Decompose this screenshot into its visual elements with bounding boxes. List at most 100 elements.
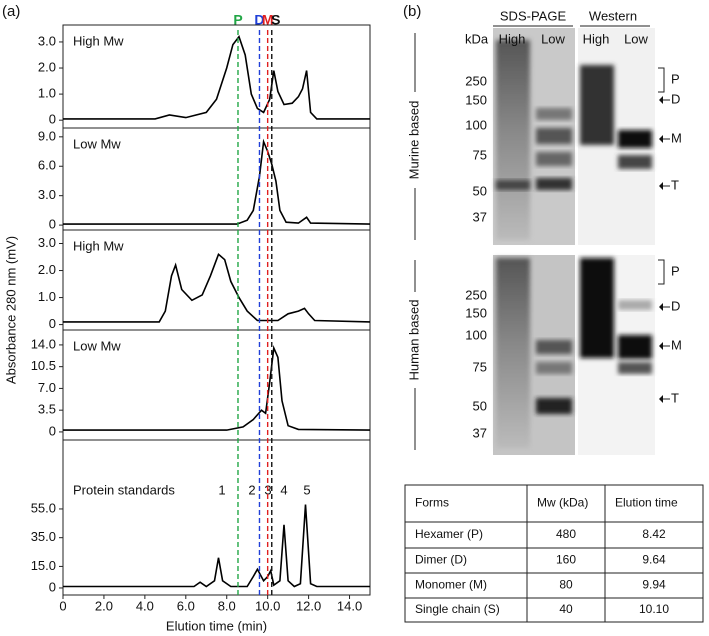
y-tick-label: 2.0 bbox=[38, 262, 56, 277]
panel-label: (a) bbox=[2, 3, 20, 20]
y-tick-label: 0 bbox=[49, 217, 56, 232]
y-tick-label: 1.0 bbox=[38, 86, 56, 101]
marker-label: P bbox=[233, 12, 242, 28]
x-tick-label: 0 bbox=[59, 598, 66, 613]
gel-band bbox=[536, 398, 572, 414]
y-tick-label: 3.5 bbox=[38, 402, 56, 417]
table-cell: 8.42 bbox=[642, 527, 666, 541]
annotation: Low Mw bbox=[73, 338, 121, 353]
y-axis-title: Absorbance 280 nm (mV) bbox=[3, 236, 18, 384]
gel-band bbox=[536, 178, 572, 190]
x-tick-label: 6.0 bbox=[177, 598, 195, 613]
peak-label: 5 bbox=[303, 482, 310, 497]
gel-band bbox=[536, 108, 572, 120]
gel-band bbox=[618, 362, 652, 374]
x-axis-title: Elution time (min) bbox=[166, 618, 267, 633]
lane-label: Low bbox=[624, 31, 648, 46]
table-cell: 40 bbox=[559, 602, 573, 616]
ladder-label: 250 bbox=[465, 73, 487, 88]
y-tick-label: 0 bbox=[49, 423, 56, 438]
table-cell: 160 bbox=[556, 553, 576, 567]
y-tick-label: 3.0 bbox=[38, 235, 56, 250]
y-tick-label: 0 bbox=[49, 112, 56, 127]
ladder-label: 150 bbox=[465, 92, 487, 107]
form-label: D bbox=[671, 298, 680, 313]
chromatogram-line bbox=[63, 252, 371, 323]
gel-lane bbox=[580, 258, 614, 358]
y-tick-label: 2.0 bbox=[38, 59, 56, 74]
table-header: Mw (kDa) bbox=[537, 496, 588, 510]
y-tick-label: 10.5 bbox=[31, 358, 56, 373]
gel-lane bbox=[496, 258, 530, 448]
table-header: Forms bbox=[415, 496, 449, 510]
form-arrow bbox=[659, 135, 663, 143]
x-tick-label: 2.0 bbox=[95, 598, 113, 613]
form-label: D bbox=[671, 91, 680, 106]
table-cell: Monomer (M) bbox=[415, 578, 487, 592]
form-arrow bbox=[659, 96, 663, 104]
form-label: M bbox=[671, 337, 682, 352]
chromatogram-line bbox=[63, 504, 370, 588]
gel-band bbox=[618, 335, 652, 359]
ladder-label: 100 bbox=[465, 117, 487, 132]
table-cell: 9.94 bbox=[642, 578, 666, 592]
table-cell: 9.64 bbox=[642, 553, 666, 567]
lane-label: Low bbox=[541, 31, 565, 46]
form-label: P bbox=[671, 71, 680, 86]
chromatogram-line bbox=[63, 345, 371, 431]
unit-label: kDa bbox=[465, 31, 489, 46]
form-label: T bbox=[671, 177, 679, 192]
peak-label: 2 bbox=[248, 482, 255, 497]
marker-label: D bbox=[254, 12, 264, 28]
plot-frame bbox=[62, 439, 371, 596]
ladder-label: 150 bbox=[465, 305, 487, 320]
lane-label: High bbox=[583, 31, 610, 46]
annotation: Low Mw bbox=[73, 136, 121, 151]
gel-band bbox=[536, 128, 572, 144]
gel-band bbox=[496, 180, 530, 190]
x-tick-label: 12.0 bbox=[296, 598, 321, 613]
table-header: Elution time bbox=[615, 496, 678, 510]
y-tick-label: 14.0 bbox=[31, 336, 56, 351]
ladder-label: 50 bbox=[473, 183, 487, 198]
gel-images bbox=[493, 28, 655, 455]
gel-band bbox=[536, 340, 572, 354]
gel-band bbox=[618, 300, 652, 310]
y-tick-label: 55.0 bbox=[31, 500, 56, 515]
gel-lane bbox=[496, 40, 530, 240]
y-tick-label: 3.0 bbox=[38, 187, 56, 202]
gel-lane bbox=[580, 65, 614, 145]
chromatogram-line bbox=[63, 138, 371, 225]
ladder-label: 75 bbox=[473, 359, 487, 374]
form-arrow bbox=[659, 303, 663, 311]
annotation: High Mw bbox=[73, 238, 124, 253]
x-tick-label: 8.0 bbox=[218, 598, 236, 613]
marker-label: M bbox=[262, 12, 274, 28]
table-cell: 480 bbox=[556, 527, 576, 541]
y-tick-label: 7.0 bbox=[38, 380, 56, 395]
peak-label: 1 bbox=[218, 482, 225, 497]
table-cell: Single chain (S) bbox=[415, 602, 500, 616]
annotation: High Mw bbox=[73, 33, 124, 48]
ladder-label: 37 bbox=[473, 209, 487, 224]
table-cell: Dimer (D) bbox=[415, 553, 467, 567]
gel-band bbox=[618, 130, 652, 148]
lane-label: High bbox=[499, 31, 526, 46]
gel-band bbox=[618, 155, 652, 169]
ladder-label: 100 bbox=[465, 327, 487, 342]
y-tick-label: 15.0 bbox=[31, 558, 56, 573]
y-tick-label: 35.0 bbox=[31, 529, 56, 544]
y-tick-label: 0 bbox=[49, 579, 56, 594]
x-tick-label: 14.0 bbox=[337, 598, 362, 613]
y-tick-label: 3.0 bbox=[38, 33, 56, 48]
table-cell: 80 bbox=[559, 578, 573, 592]
x-tick-label: 4.0 bbox=[136, 598, 154, 613]
panel-label: (b) bbox=[403, 3, 421, 20]
table-cell: 10.10 bbox=[639, 602, 669, 616]
ladder-label: 50 bbox=[473, 398, 487, 413]
y-tick-label: 1.0 bbox=[38, 289, 56, 304]
form-bracket bbox=[658, 259, 665, 285]
form-label: M bbox=[671, 130, 682, 145]
gel-band bbox=[536, 152, 572, 166]
